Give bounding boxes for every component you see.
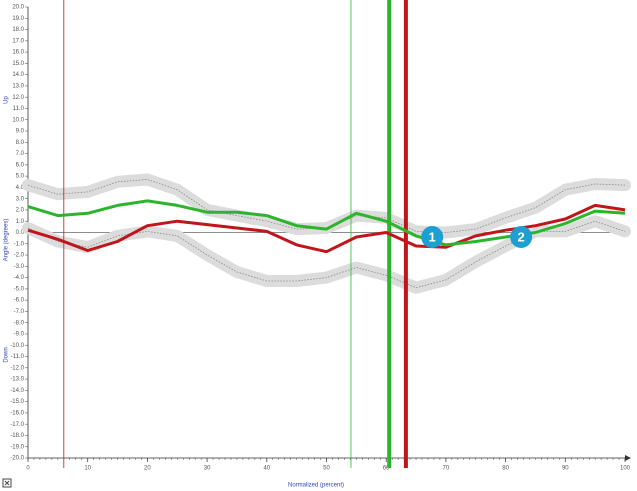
y-tick-label: 20.0 [12,5,24,11]
y-tick-label: 9.0 [16,129,25,135]
x-tick-label: 0 [26,466,30,472]
x-tick-label: 30 [204,466,211,472]
x-tick-label: 40 [263,466,270,472]
marker-label: 2 [518,229,525,244]
y-tick-label: 8.0 [16,140,25,146]
norm-line [27,220,626,289]
y-tick-label: -16.0 [10,410,24,416]
y-tick-label: 7.0 [16,151,25,157]
y-tick-label: -17.0 [10,422,24,428]
y-tick-label: -11.0 [11,354,25,360]
y-tick-label: -14.0 [10,388,24,394]
expand-icon[interactable] [2,478,12,488]
y-tick-label: -10.0 [10,343,24,349]
x-tick-label: 10 [84,466,91,472]
y-tick-label: -2.0 [14,253,25,259]
y-tick-label: 3.0 [16,196,25,202]
y-tick-label: 16.0 [12,50,24,56]
y-tick-label: 6.0 [16,162,25,168]
down-label: Down [4,347,10,362]
y-axis-label: Angle (degrees) [4,219,10,262]
y-tick-label: 4.0 [16,185,25,191]
y-tick-label: 15.0 [12,61,24,67]
x-axis-label: Normalized (percent) [288,483,344,489]
y-tick-label: 14.0 [12,72,24,78]
y-tick-label: 13.0 [12,84,24,90]
x-tick-label: 50 [323,466,330,472]
y-tick-label: -4.0 [14,275,25,281]
x-axis-arrow [625,455,631,461]
y-tick-label: -15.0 [10,399,24,405]
y-tick-label: -19.0 [10,444,24,450]
marker-label: 1 [429,229,436,244]
y-tick-label: 1.0 [16,219,25,225]
y-tick-label: -3.0 [14,264,25,270]
y-tick-label: -12.0 [10,365,24,371]
y-tick-label: -9.0 [14,332,25,338]
x-tick-label: 90 [562,466,569,472]
y-tick-label: 18.0 [12,27,24,33]
y-tick-label: 10.0 [12,117,24,123]
y-tick-label: 2.0 [16,208,25,214]
y-tick-label: -5.0 [14,286,25,292]
y-tick-label: 11.0 [13,106,25,112]
y-tick-label: -6.0 [14,298,25,304]
y-tick-label: 12.0 [12,95,24,101]
x-tick-label: 20 [144,466,151,472]
x-tick-label: 60 [383,466,390,472]
y-tick-label: -13.0 [10,377,24,383]
norm-line [27,179,626,233]
y-tick-label: 0.0 [16,230,25,236]
y-tick-label: 5.0 [16,174,25,180]
y-tick-label: -20.0 [10,456,24,462]
x-tick-label: 80 [502,466,509,472]
marker [421,226,444,249]
x-tick-label: 100 [620,466,631,472]
y-tick-label: 17.0 [12,38,24,44]
y-tick-label: -1.0 [14,241,25,247]
y-tick-label: -7.0 [14,309,25,315]
y-tick-label: -8.0 [14,320,25,326]
x-tick-label: 70 [443,466,450,472]
up-label: Up [4,96,10,104]
y-tick-label: 19.0 [12,16,24,22]
y-tick-label: -18.0 [10,433,24,439]
marker [510,226,533,249]
